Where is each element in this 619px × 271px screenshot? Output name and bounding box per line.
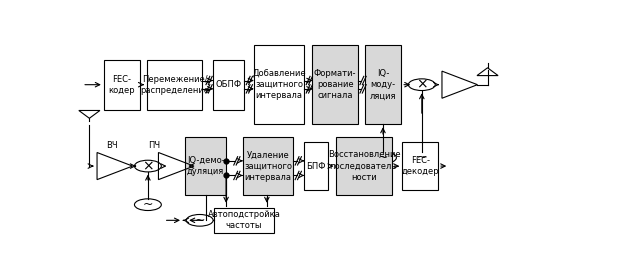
Text: БПФ: БПФ xyxy=(306,162,326,170)
Text: ВЧ: ВЧ xyxy=(106,141,118,150)
Text: ПЧ: ПЧ xyxy=(148,141,160,150)
FancyBboxPatch shape xyxy=(147,60,202,110)
Text: ~: ~ xyxy=(142,198,153,211)
FancyBboxPatch shape xyxy=(305,142,328,190)
Text: Добавление
защитного
интервала: Добавление защитного интервала xyxy=(253,69,306,100)
FancyBboxPatch shape xyxy=(313,45,358,124)
Text: Формати-
рование
сигнала: Формати- рование сигнала xyxy=(314,69,357,100)
FancyBboxPatch shape xyxy=(337,137,392,195)
Text: IQ-демо-
дуляция: IQ-демо- дуляция xyxy=(187,156,225,176)
Text: FEC-
кодер: FEC- кодер xyxy=(108,75,135,95)
Text: ~: ~ xyxy=(378,151,388,164)
FancyBboxPatch shape xyxy=(402,142,438,190)
Text: Восстановление
последователь-
ности: Восстановление последователь- ности xyxy=(327,150,400,182)
Text: Удаление
защитного
интервала: Удаление защитного интервала xyxy=(244,150,292,182)
FancyBboxPatch shape xyxy=(243,137,293,195)
Text: ОБПФ: ОБПФ xyxy=(215,80,242,89)
Text: ×: × xyxy=(416,78,428,92)
Text: ~: ~ xyxy=(417,151,427,164)
Text: IQ-
моду-
ляция: IQ- моду- ляция xyxy=(370,69,396,100)
Text: ~: ~ xyxy=(194,214,205,227)
FancyBboxPatch shape xyxy=(365,45,401,124)
FancyBboxPatch shape xyxy=(104,60,140,110)
FancyBboxPatch shape xyxy=(254,45,305,124)
Text: ×: × xyxy=(142,159,154,173)
Text: FEC-
декодер: FEC- декодер xyxy=(401,156,439,176)
FancyBboxPatch shape xyxy=(185,137,226,195)
Circle shape xyxy=(409,79,435,91)
Text: Перемежение/
распределение: Перемежение/ распределение xyxy=(140,75,209,95)
FancyBboxPatch shape xyxy=(214,208,274,233)
Circle shape xyxy=(134,160,162,172)
Text: Автоподстройка
частоты: Автоподстройка частоты xyxy=(207,210,280,230)
FancyBboxPatch shape xyxy=(213,60,245,110)
